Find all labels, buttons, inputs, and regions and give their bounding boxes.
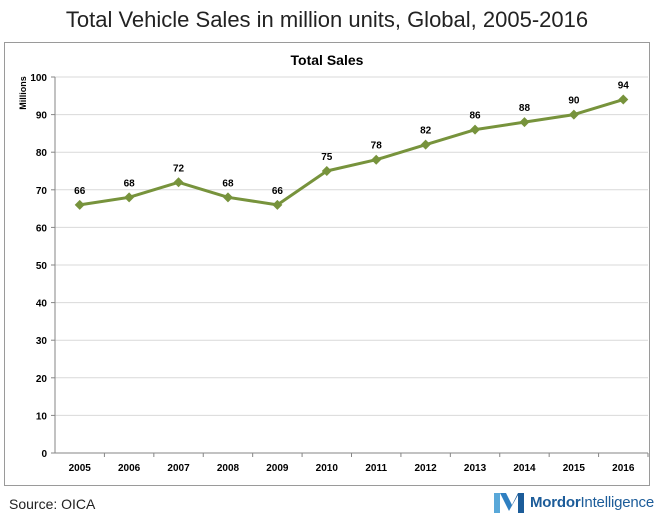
- y-tick-label: 50: [36, 261, 48, 272]
- y-tick-label: 90: [36, 111, 48, 122]
- data-label-2011: 78: [371, 141, 383, 152]
- data-labels: 66 68 72 68 66 75 78 82 86 88 90 94: [74, 81, 629, 197]
- y-tick-label: 80: [36, 148, 48, 159]
- brand-logo: MordorIntelligence: [494, 490, 654, 514]
- data-label-2008: 68: [222, 178, 234, 189]
- axes: [51, 76, 649, 457]
- x-tick-label-2006: 2006: [118, 463, 141, 474]
- series-line-total-sales: [79, 98, 624, 207]
- data-point-2013: [470, 124, 481, 135]
- brand-name-regular: Intelligence: [580, 493, 654, 511]
- data-point-2010: [321, 166, 332, 176]
- y-tick-label: 30: [36, 336, 48, 347]
- y-tick-label: 60: [36, 223, 48, 234]
- series-total-sales: [74, 94, 629, 210]
- y-tick-label: 70: [36, 186, 48, 197]
- x-tick-label-2009: 2009: [266, 463, 289, 474]
- y-tick-labels: 0 10 20 30 40 50 60 70 80 90 100: [30, 73, 47, 460]
- x-tick-label-2015: 2015: [563, 463, 586, 474]
- data-label-2005: 66: [74, 186, 86, 197]
- data-label-2007: 72: [173, 163, 185, 174]
- data-label-2015: 90: [568, 96, 580, 107]
- mordor-intelligence-logo-icon: [494, 493, 524, 513]
- brand-name-bold: Mordor: [530, 493, 581, 511]
- x-tick-label-2013: 2013: [464, 463, 487, 474]
- data-point-2007: [173, 177, 184, 188]
- data-label-2006: 68: [124, 178, 136, 189]
- data-label-2009: 66: [272, 186, 284, 197]
- x-tick-label-2011: 2011: [365, 463, 387, 474]
- chart-frame: Total Sales Millions 0 10 20 30 40 50 60 70 80 90…: [4, 42, 650, 486]
- x-tick-label-2014: 2014: [513, 463, 536, 474]
- data-point-2005: [74, 199, 85, 210]
- y-tick-label: 100: [30, 73, 47, 84]
- data-point-2014: [519, 117, 530, 128]
- y-tick-label: 20: [36, 374, 48, 385]
- data-point-2009: [272, 199, 283, 210]
- data-point-2012: [420, 139, 431, 150]
- x-tick-label-2012: 2012: [415, 463, 438, 474]
- y-tick-label: 10: [36, 411, 48, 422]
- y-tick-label: 40: [36, 299, 48, 310]
- gridlines: [55, 76, 648, 416]
- y-tick-label: 0: [41, 449, 47, 460]
- data-label-2016: 94: [618, 81, 630, 92]
- data-point-2016: [618, 94, 629, 105]
- x-tick-label-2010: 2010: [316, 463, 339, 474]
- data-point-2008: [222, 192, 233, 203]
- data-point-2006: [124, 192, 135, 203]
- y-axis-label: Millions: [18, 76, 28, 110]
- x-tick-labels: 2005 2006 2007 2008 2009 2010 2011 2012 2013 2014…: [69, 463, 635, 474]
- x-tick-label-2005: 2005: [69, 463, 92, 474]
- x-tick-label-2007: 2007: [167, 463, 190, 474]
- data-label-2013: 86: [469, 111, 481, 122]
- data-label-2014: 88: [519, 103, 531, 114]
- data-point-2015: [568, 109, 579, 120]
- x-tick-label-2016: 2016: [612, 463, 635, 474]
- chart-title: Total Sales: [291, 52, 364, 68]
- x-tick-label-2008: 2008: [217, 463, 240, 474]
- total-sales-line-chart: Total Sales Millions 0 10 20 30 40 50 60 70 80 90…: [18, 52, 649, 474]
- source-note: Source: OICA: [9, 496, 96, 512]
- data-label-2012: 82: [420, 126, 432, 137]
- page-title: Total Vehicle Sales in million units, Gl…: [65, 7, 589, 32]
- data-point-2011: [371, 154, 382, 165]
- data-label-2010: 75: [321, 152, 333, 163]
- brand-name: MordorIntelligence: [530, 494, 654, 511]
